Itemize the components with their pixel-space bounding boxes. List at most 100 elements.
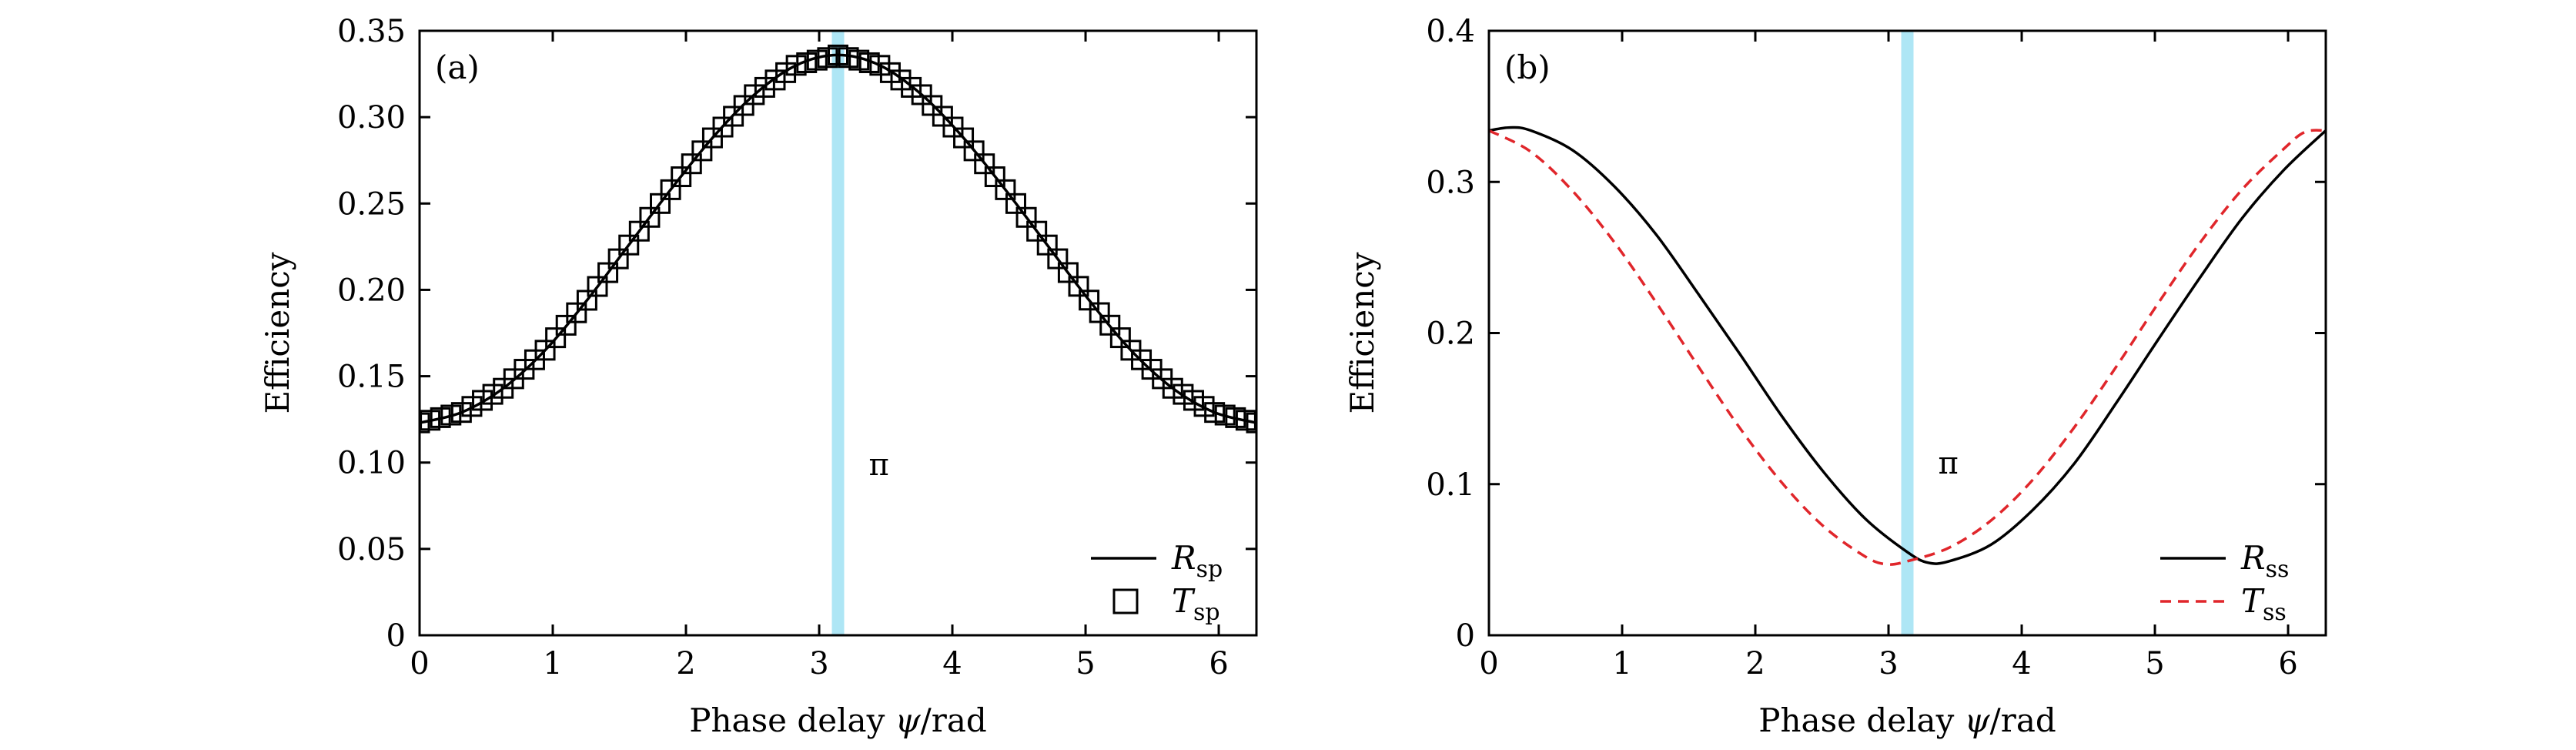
data-point <box>1047 248 1069 270</box>
data-point <box>890 69 912 91</box>
data-point <box>472 390 493 411</box>
legend-entry: Rsp <box>1171 539 1223 583</box>
x-tick-label: 5 <box>1076 646 1095 681</box>
data-point <box>440 404 462 426</box>
plot-area <box>420 44 1256 434</box>
data-point <box>911 84 932 105</box>
data-point <box>691 140 713 162</box>
data-point <box>953 127 975 149</box>
pi-label: π <box>1939 446 1959 481</box>
data-point <box>733 95 754 116</box>
data-point <box>764 69 786 91</box>
data-point <box>712 116 734 138</box>
data-point <box>420 410 441 431</box>
y-tick-label: 0.1 <box>1426 467 1475 503</box>
data-point <box>482 383 503 405</box>
x-tick-label: 4 <box>2012 646 2031 681</box>
data-point <box>628 220 650 242</box>
data-point <box>775 62 797 83</box>
plot-area <box>1489 126 2326 566</box>
legend-marker <box>1112 588 1139 614</box>
data-point <box>806 49 828 71</box>
y-axis-label: Efficiency <box>1343 252 1381 414</box>
data-point <box>607 248 629 270</box>
data-point <box>1225 407 1246 428</box>
legend-entry: Rss <box>2240 539 2289 583</box>
data-point <box>901 76 922 98</box>
x-tick-label: 3 <box>809 646 828 681</box>
data-point <box>922 95 943 116</box>
data-point <box>858 52 880 73</box>
data-point <box>1235 410 1256 431</box>
legend-entry: Tsp <box>1172 582 1220 626</box>
panel-label: (a) <box>435 49 480 86</box>
data-point <box>1005 193 1026 214</box>
data-point <box>1214 404 1236 426</box>
x-tick-label: 3 <box>1878 646 1898 681</box>
y-tick-label: 0 <box>1456 618 1475 654</box>
data-point <box>701 127 723 149</box>
data-point <box>796 52 818 73</box>
x-tick-label: 6 <box>1209 646 1228 681</box>
data-point <box>1099 314 1121 336</box>
y-tick-label: 0.10 <box>337 446 406 481</box>
data-point <box>785 55 807 76</box>
x-axis-label: Phase delay ψ/rad <box>1758 701 2056 739</box>
data-point <box>545 327 567 349</box>
x-tick-label: 5 <box>2145 646 2164 681</box>
chart-panel-a: 0 1 2 3 4 5 6 0 0.05 0.10 0.15 0.20 0.25 0.30 0.35 Phas… <box>259 14 1258 739</box>
y-tick-label: 0.25 <box>337 186 406 222</box>
y-tick-label: 0.35 <box>337 14 406 49</box>
data-point <box>671 166 692 188</box>
data-point <box>932 105 953 127</box>
data-point <box>597 262 619 283</box>
data-point <box>828 44 848 65</box>
y-tick-label: 0.20 <box>337 273 406 308</box>
panel-label: (b) <box>1504 49 1551 86</box>
data-point <box>1204 402 1226 424</box>
x-axis-label: Phase delay ψ/rad <box>689 701 987 739</box>
x-tick-label: 0 <box>1479 646 1498 681</box>
x-tick-label: 1 <box>543 646 562 681</box>
data-point <box>1089 302 1110 323</box>
x-tick-label: 2 <box>676 646 695 681</box>
pi-label: π <box>869 447 889 483</box>
data-point <box>450 402 472 424</box>
data-point <box>681 153 702 175</box>
data-point <box>1036 234 1058 256</box>
x-tick-label: 0 <box>410 646 429 681</box>
data-point <box>1246 412 1256 434</box>
data-point <box>723 105 744 127</box>
data-point <box>984 166 1005 188</box>
data-point <box>420 412 430 434</box>
data-point <box>576 290 597 311</box>
data-point <box>942 116 964 138</box>
data-point <box>879 62 901 83</box>
data-point <box>1173 383 1194 405</box>
data-point <box>1162 377 1183 399</box>
series-rss-line <box>1489 126 2326 565</box>
legend-entry: Tss <box>2241 582 2287 626</box>
y-tick-label: 0.15 <box>337 360 406 395</box>
data-point <box>534 340 556 361</box>
y-tick-label: 0.05 <box>337 532 406 568</box>
data-point <box>1183 390 1204 411</box>
y-tick-label: 0 <box>386 618 406 654</box>
x-tick-label: 4 <box>942 646 962 681</box>
y-tick-label: 0.2 <box>1426 316 1475 352</box>
data-point <box>1068 276 1089 297</box>
data-point <box>1026 220 1048 242</box>
x-tick-label: 2 <box>1745 646 1765 681</box>
data-point <box>974 153 995 175</box>
y-axis-label: Efficiency <box>259 252 296 414</box>
data-point <box>430 407 451 428</box>
y-tick-label: 0.3 <box>1426 165 1475 200</box>
series-tsp-markers <box>420 44 1256 434</box>
data-point <box>555 314 577 336</box>
data-point <box>817 47 838 69</box>
data-point <box>1109 327 1131 349</box>
data-point <box>639 206 661 228</box>
